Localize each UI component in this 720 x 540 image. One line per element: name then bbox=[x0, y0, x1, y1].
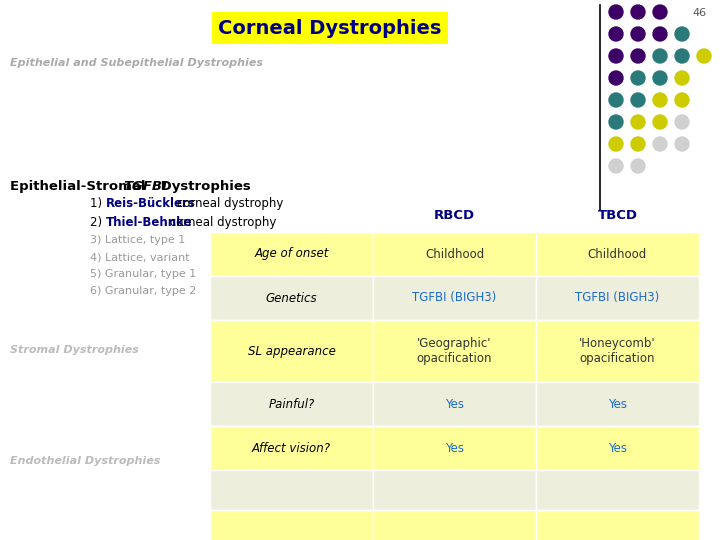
Circle shape bbox=[631, 49, 645, 63]
Text: RBCD: RBCD bbox=[434, 209, 475, 222]
Circle shape bbox=[675, 115, 689, 129]
FancyBboxPatch shape bbox=[373, 320, 536, 382]
FancyBboxPatch shape bbox=[210, 470, 373, 510]
FancyBboxPatch shape bbox=[373, 510, 536, 540]
FancyBboxPatch shape bbox=[373, 470, 536, 510]
Text: corneal dystrophy: corneal dystrophy bbox=[173, 197, 284, 210]
Circle shape bbox=[631, 93, 645, 107]
Text: Dystrophies: Dystrophies bbox=[156, 180, 251, 193]
Text: Yes: Yes bbox=[608, 442, 627, 455]
Text: 3) Lattice, type 1: 3) Lattice, type 1 bbox=[90, 235, 185, 245]
Text: Epithelial and Subepithelial Dystrophies: Epithelial and Subepithelial Dystrophies bbox=[10, 58, 263, 68]
Text: Yes: Yes bbox=[445, 442, 464, 455]
Text: Endothelial Dystrophies: Endothelial Dystrophies bbox=[10, 456, 161, 466]
Text: Affect vision?: Affect vision? bbox=[252, 442, 331, 455]
Text: 'Honeycomb'
opacification: 'Honeycomb' opacification bbox=[579, 337, 656, 365]
Circle shape bbox=[653, 93, 667, 107]
Text: TGFBI (BIGH3): TGFBI (BIGH3) bbox=[413, 292, 497, 305]
FancyBboxPatch shape bbox=[373, 276, 536, 320]
Circle shape bbox=[675, 93, 689, 107]
Text: TGFBI: TGFBI bbox=[123, 180, 167, 193]
Circle shape bbox=[631, 71, 645, 85]
Circle shape bbox=[609, 5, 623, 19]
Text: 6) Granular, type 2: 6) Granular, type 2 bbox=[90, 286, 197, 296]
Circle shape bbox=[675, 137, 689, 151]
FancyBboxPatch shape bbox=[536, 232, 699, 276]
Text: SL appearance: SL appearance bbox=[248, 345, 336, 357]
Circle shape bbox=[631, 5, 645, 19]
Text: TBCD: TBCD bbox=[598, 209, 637, 222]
Circle shape bbox=[609, 115, 623, 129]
Text: Painful?: Painful? bbox=[269, 397, 315, 410]
FancyBboxPatch shape bbox=[210, 382, 373, 426]
Text: Genetics: Genetics bbox=[266, 292, 318, 305]
FancyBboxPatch shape bbox=[210, 426, 373, 470]
FancyBboxPatch shape bbox=[210, 232, 373, 276]
Text: 4) Lattice, variant: 4) Lattice, variant bbox=[90, 252, 189, 262]
Text: Yes: Yes bbox=[608, 397, 627, 410]
Text: 46: 46 bbox=[693, 8, 707, 18]
FancyBboxPatch shape bbox=[536, 470, 699, 510]
FancyBboxPatch shape bbox=[210, 510, 373, 540]
Circle shape bbox=[631, 27, 645, 41]
Circle shape bbox=[653, 5, 667, 19]
FancyBboxPatch shape bbox=[210, 320, 373, 382]
Circle shape bbox=[697, 49, 711, 63]
Text: 2): 2) bbox=[90, 216, 106, 229]
Text: Epithelial-Stromal: Epithelial-Stromal bbox=[10, 180, 150, 193]
Circle shape bbox=[653, 27, 667, 41]
FancyBboxPatch shape bbox=[210, 276, 373, 320]
Circle shape bbox=[631, 137, 645, 151]
FancyBboxPatch shape bbox=[536, 510, 699, 540]
Text: Stromal Dystrophies: Stromal Dystrophies bbox=[10, 345, 139, 355]
Text: Yes: Yes bbox=[445, 397, 464, 410]
FancyBboxPatch shape bbox=[373, 426, 536, 470]
Text: 5) Granular, type 1: 5) Granular, type 1 bbox=[90, 269, 197, 279]
FancyBboxPatch shape bbox=[536, 382, 699, 426]
FancyBboxPatch shape bbox=[536, 426, 699, 470]
FancyBboxPatch shape bbox=[373, 232, 536, 276]
Circle shape bbox=[631, 159, 645, 173]
Circle shape bbox=[653, 49, 667, 63]
Circle shape bbox=[609, 93, 623, 107]
Circle shape bbox=[609, 27, 623, 41]
Circle shape bbox=[675, 49, 689, 63]
Circle shape bbox=[653, 71, 667, 85]
Circle shape bbox=[609, 137, 623, 151]
Text: Reis-Bücklers: Reis-Bücklers bbox=[106, 197, 196, 210]
FancyBboxPatch shape bbox=[536, 276, 699, 320]
Circle shape bbox=[631, 115, 645, 129]
Circle shape bbox=[675, 27, 689, 41]
Text: 1): 1) bbox=[90, 197, 106, 210]
Text: Age of onset: Age of onset bbox=[254, 247, 329, 260]
Text: Childhood: Childhood bbox=[588, 247, 647, 260]
Circle shape bbox=[609, 159, 623, 173]
Text: Thiel-Behnke: Thiel-Behnke bbox=[106, 216, 192, 229]
Text: TGFBI (BIGH3): TGFBI (BIGH3) bbox=[575, 292, 660, 305]
Circle shape bbox=[675, 71, 689, 85]
FancyBboxPatch shape bbox=[373, 382, 536, 426]
Circle shape bbox=[609, 49, 623, 63]
Circle shape bbox=[653, 115, 667, 129]
Text: corneal dystrophy: corneal dystrophy bbox=[166, 216, 276, 229]
Text: 'Geographic'
opacification: 'Geographic' opacification bbox=[417, 337, 492, 365]
Circle shape bbox=[609, 71, 623, 85]
Text: Childhood: Childhood bbox=[425, 247, 484, 260]
Circle shape bbox=[653, 137, 667, 151]
FancyBboxPatch shape bbox=[536, 320, 699, 382]
Text: Corneal Dystrophies: Corneal Dystrophies bbox=[218, 18, 441, 37]
